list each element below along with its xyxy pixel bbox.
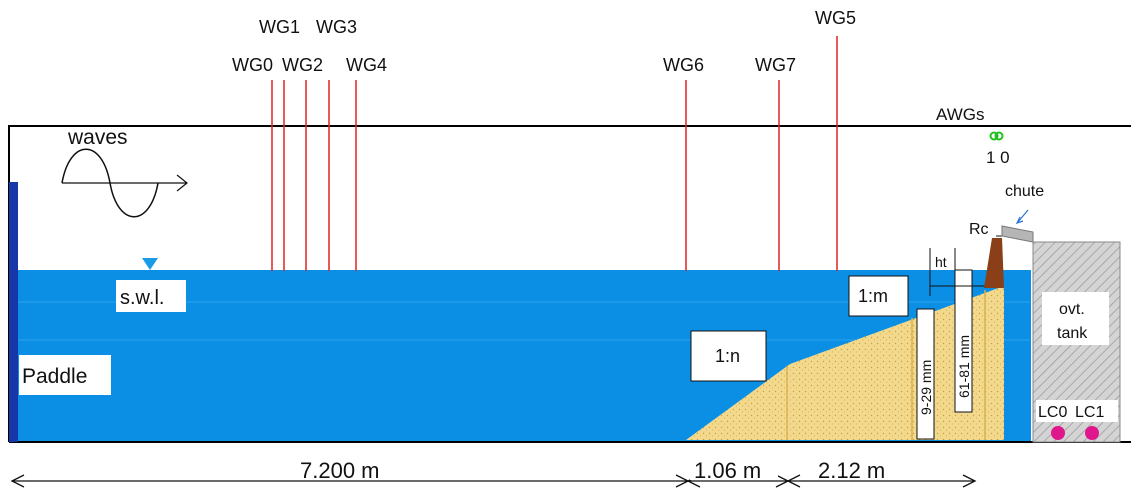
awg-ids-label: 1 0 — [986, 148, 1010, 167]
load-cell-lc1-icon — [1085, 426, 1099, 440]
swl-label-box — [116, 280, 186, 312]
slope-n-label: 1:n — [715, 346, 740, 366]
lc0-label: LC0 — [1038, 404, 1067, 421]
dim-212-label: 2.12 m — [818, 458, 885, 483]
load-cell-lc0-icon — [1051, 426, 1065, 440]
swl-label: s.w.l. — [120, 287, 164, 309]
dim-7200-label: 7.200 m — [300, 458, 380, 483]
dim-arrow-left-icon — [10, 474, 25, 488]
paddle[interactable] — [9, 182, 18, 442]
rc-label: Rc — [969, 221, 989, 238]
ht-label: ht — [935, 254, 947, 270]
lc-label-box — [1036, 400, 1118, 422]
wg6-label: WG6 — [663, 55, 704, 75]
wg5-label: WG5 — [815, 8, 856, 28]
wg7-label: WG7 — [755, 55, 796, 75]
paddle-label-box — [19, 355, 111, 395]
chute-pointer-arrow — [1017, 209, 1029, 223]
dim-9-29-label: 9-29 mm — [918, 360, 934, 415]
paddle-label: Paddle — [22, 365, 87, 388]
tank-label-line1: ovt. — [1059, 301, 1085, 318]
slope-n-box — [690, 330, 767, 382]
wg1-label: WG1 — [259, 17, 300, 37]
arrow-head-icon — [176, 174, 188, 192]
dim-9-29-box — [916, 308, 935, 440]
chute-label: chute — [1005, 183, 1044, 200]
lc1-label: LC1 — [1075, 404, 1104, 421]
wg4-label: WG4 — [346, 55, 387, 75]
wg3-label: WG3 — [316, 17, 357, 37]
rc-label-box — [966, 218, 996, 238]
swl-marker-icon — [142, 258, 158, 270]
awg-sensor-icon — [989, 131, 999, 141]
waves-label: waves — [67, 126, 128, 149]
slope-m-box — [848, 275, 909, 317]
dim-106-label: 1.06 m — [694, 458, 761, 483]
crest-wall — [984, 238, 1004, 288]
chute — [1001, 225, 1034, 243]
tank-label-box — [1042, 292, 1109, 345]
dim-label-bg — [296, 454, 380, 480]
slope-m-label: 1:m — [858, 286, 888, 306]
awgs-label: AWGs — [936, 105, 984, 124]
dim-61-81-label: 61-81 mm — [956, 335, 972, 398]
dim-arrow-right-icon — [962, 474, 977, 488]
dim-61-81-box — [954, 269, 973, 413]
wg2-label: WG2 — [282, 55, 323, 75]
dim-arrow-icon — [786, 474, 801, 488]
awg-sensor-icon — [994, 131, 1004, 141]
chute-pointer-head-icon — [1015, 216, 1024, 225]
dim-label-bg — [690, 454, 778, 480]
dim-label-bg — [814, 454, 900, 480]
wg0-label: WG0 — [232, 55, 273, 75]
tank-label-line2: tank — [1057, 325, 1088, 342]
